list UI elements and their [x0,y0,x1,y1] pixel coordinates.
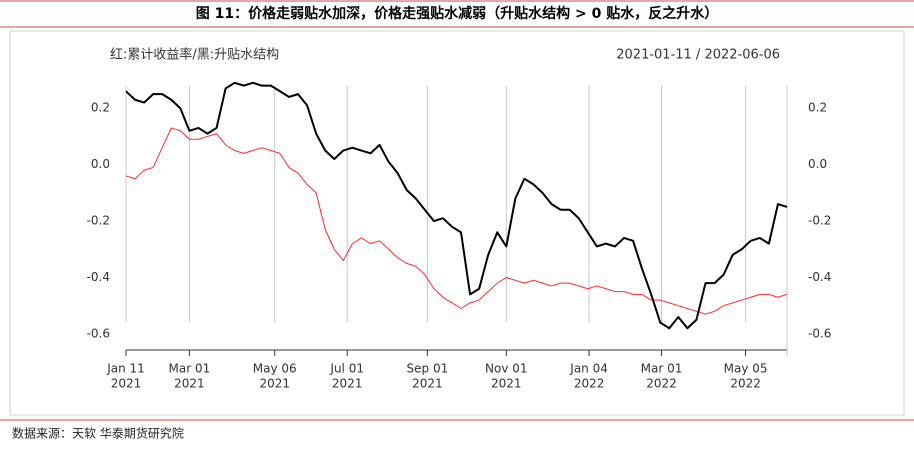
x-tick-label: 2021 [111,377,142,391]
x-tick-label: Jan 04 [569,362,608,376]
x-tick-label: 2022 [646,377,677,391]
x-tick-label: May 05 [724,362,768,376]
y2-tick-label: 0.2 [808,101,827,115]
x-tick-label: Nov 01 [485,362,528,376]
x-tick-label: Mar 01 [169,362,211,376]
date-range: 2021-01-11 / 2022-06-06 [616,48,780,63]
x-tick-label: 2022 [730,377,761,391]
y2-tick-label: -0.4 [808,270,831,284]
x-tick-label: 2021 [491,377,522,391]
y2-tick-label: -0.2 [808,214,831,228]
plot-frame [9,30,905,416]
x-tick-label: 2021 [332,377,363,391]
y-tick-label: 0.2 [91,101,110,115]
y2-tick-label: 0.0 [808,157,827,171]
y-tick-label: -0.4 [87,270,110,284]
x-tick-label: May 06 [253,362,297,376]
x-tick-label: 2021 [412,377,443,391]
x-tick-label: Sep 01 [407,362,449,376]
x-tick-label: Jul 01 [329,362,364,376]
y2-tick-label: -0.6 [808,326,831,340]
y-tick-label: -0.6 [87,326,110,340]
chart-title: 图 11：价格走弱贴水加深，价格走强贴水减弱（升贴水结构 > 0 贴水，反之升水… [196,5,718,22]
subtitle: 红:累计收益率/黑:升贴水结构 [110,47,279,63]
x-tick-label: 2021 [174,377,205,391]
x-tick-label: Jan 11 [106,362,145,376]
x-tick-label: 2022 [574,377,605,391]
source: 数据来源：天软 华泰期货研究院 [12,426,184,441]
series-line [125,81,788,330]
x-tick-label: 2021 [259,377,290,391]
series-line [125,127,788,315]
y-tick-label: -0.2 [87,214,110,228]
x-tick-label: Mar 01 [641,362,683,376]
y-tick-label: 0.0 [91,157,110,171]
